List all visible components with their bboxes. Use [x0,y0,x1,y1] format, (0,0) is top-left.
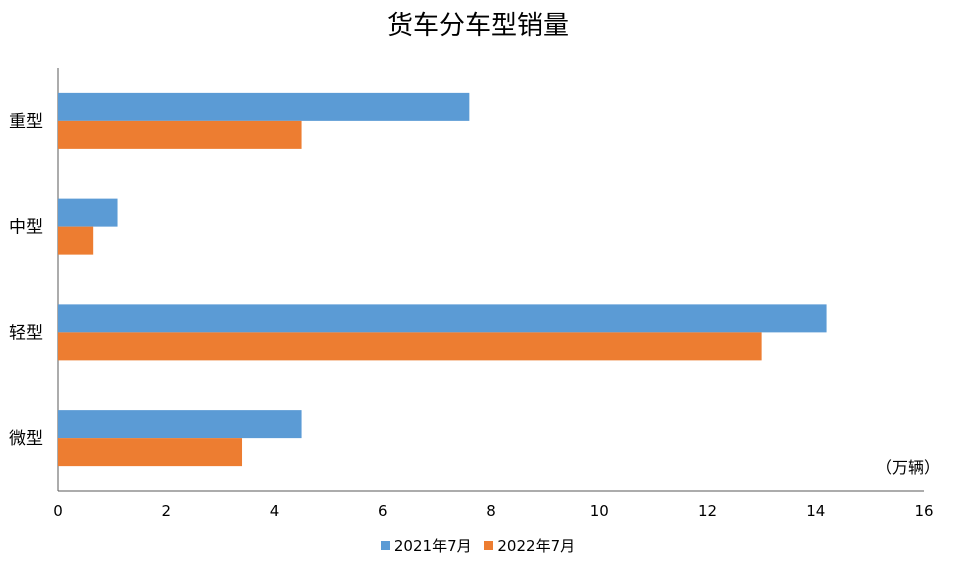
x-tick-label-6: 6 [378,502,388,520]
bar-轻型-2021 [58,304,827,333]
legend: 2021年7月 2022年7月 [0,534,956,558]
bar-轻型-2022 [58,332,762,361]
x-tick-label-10: 10 [590,502,609,520]
legend-label-2021: 2021年7月 [393,537,472,555]
x-tick-label-0: 0 [53,502,63,520]
legend-swatch-2022 [484,541,494,550]
x-tick-label-16: 16 [914,502,933,520]
legend-item-2021: 2021年7月 [380,534,472,558]
x-tick-label-14: 14 [806,502,825,520]
x-tick-label-2: 2 [161,502,171,520]
category-label-3: 微型 [9,429,43,449]
legend-swatch-2021 [380,541,390,550]
bar-中型-2021 [58,198,118,227]
category-label-1: 中型 [9,218,43,238]
x-tick-label-4: 4 [270,502,280,520]
legend-label-2022: 2022年7月 [497,537,576,555]
bar-微型-2021 [58,410,302,439]
category-label-0: 重型 [9,112,43,132]
bar-重型-2021 [58,92,470,121]
legend-item-2022: 2022年7月 [484,534,575,558]
x-tick-label-8: 8 [486,502,496,520]
unit-label: （万辆） [876,458,940,477]
bar-中型-2022 [58,226,94,255]
x-tick-label-12: 12 [698,502,717,520]
chart-title: 货车分车型销量 [386,11,569,41]
bar-微型-2022 [58,438,243,467]
bar-重型-2022 [58,120,302,149]
category-label-2: 轻型 [9,323,43,343]
